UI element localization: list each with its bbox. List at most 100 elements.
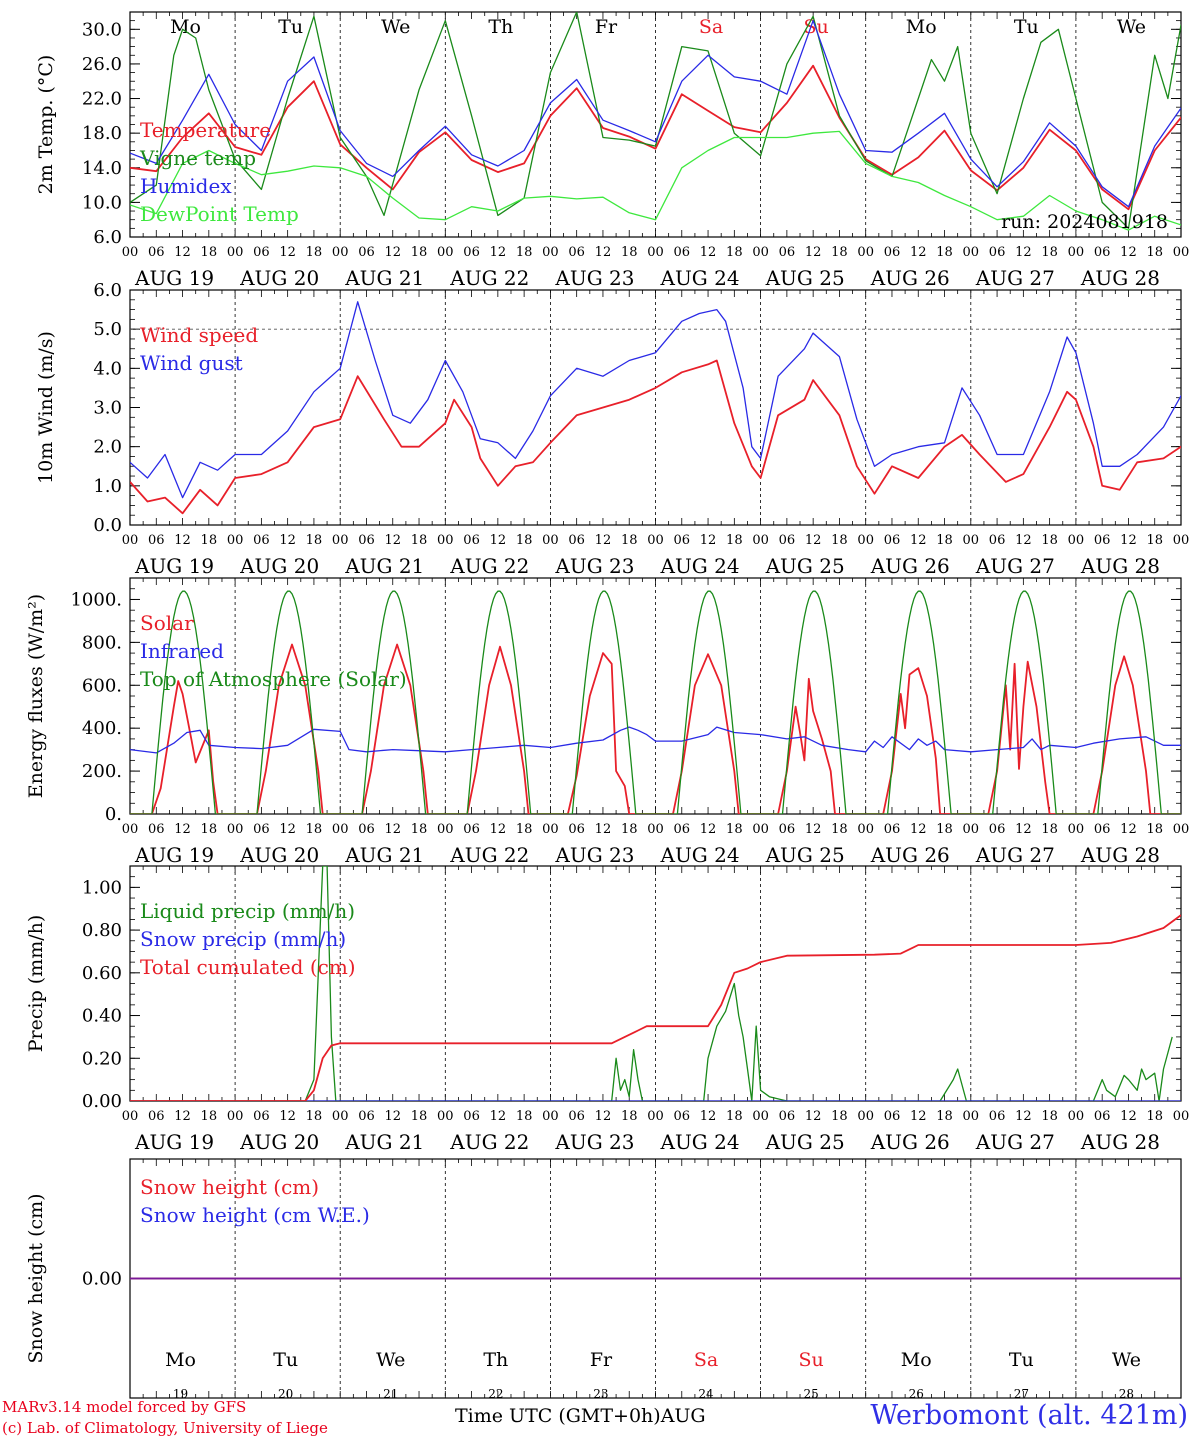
x-date-label: AUG 22 xyxy=(449,266,529,290)
x-date-label: AUG 26 xyxy=(870,843,950,867)
x-hour-label: 12 xyxy=(700,533,717,548)
x-hour-label: 18 xyxy=(1041,533,1058,548)
legend-entry: Liquid precip (mm/h) xyxy=(140,899,355,923)
x-date-label: AUG 28 xyxy=(1080,554,1160,578)
x-hour-label: 00 xyxy=(227,533,244,548)
weekday-label: We xyxy=(381,16,410,38)
x-hour-label: 12 xyxy=(1015,1109,1032,1124)
day-number: 25 xyxy=(804,1387,819,1401)
weekday-label: Mo xyxy=(170,16,201,38)
x-hour-label: 06 xyxy=(1094,245,1111,260)
x-hour-label: 06 xyxy=(989,533,1006,548)
day-number: 28 xyxy=(1119,1387,1134,1401)
x-hour-label: 06 xyxy=(358,533,375,548)
x-hour-label: 00 xyxy=(1173,822,1190,837)
x-hour-label: 00 xyxy=(122,533,139,548)
y-tick-label: 0.00 xyxy=(82,1269,122,1290)
x-date-label: AUG 26 xyxy=(870,1130,950,1154)
x-hour-label: 18 xyxy=(831,245,848,260)
x-hour-label: 12 xyxy=(805,1109,822,1124)
weekday-label: Tu xyxy=(1009,1349,1034,1371)
x-hour-label: 18 xyxy=(621,822,638,837)
x-hour-label: 12 xyxy=(279,533,296,548)
y-tick-label: 0.20 xyxy=(82,1048,122,1069)
x-hour-label: 18 xyxy=(1041,245,1058,260)
model-credit: MARv3.14 model forced by GFS xyxy=(2,1398,247,1416)
x-hour-label: 06 xyxy=(148,245,165,260)
series-line xyxy=(130,726,1181,754)
y-tick-label: 0. xyxy=(105,804,122,825)
x-hour-label: 06 xyxy=(568,1109,585,1124)
x-axis-title: Time UTC (GMT+0h)AUG xyxy=(455,1405,706,1427)
x-hour-label: 06 xyxy=(674,1109,691,1124)
x-hour-label: 06 xyxy=(1094,822,1111,837)
x-hour-label: 18 xyxy=(1041,822,1058,837)
legend-entry: Snow height (cm) xyxy=(140,1175,319,1199)
y-tick-label: 800. xyxy=(82,632,122,653)
x-date-label: AUG 24 xyxy=(660,843,740,867)
x-hour-label: 18 xyxy=(411,245,428,260)
x-hour-label: 00 xyxy=(332,245,349,260)
x-hour-label: 00 xyxy=(647,822,664,837)
y-tick-label: 6.0 xyxy=(93,227,122,248)
x-hour-label: 12 xyxy=(174,1109,191,1124)
x-hour-label: 12 xyxy=(174,245,191,260)
weekday-label: Sa xyxy=(694,1349,718,1371)
x-hour-label: 18 xyxy=(621,245,638,260)
x-hour-label: 00 xyxy=(437,533,454,548)
weekday-label: We xyxy=(1112,1349,1141,1371)
x-hour-label: 00 xyxy=(122,245,139,260)
day-number: 27 xyxy=(1014,1387,1029,1401)
x-hour-label: 18 xyxy=(201,533,218,548)
y-tick-label: 30.0 xyxy=(82,19,122,40)
x-hour-label: 00 xyxy=(227,822,244,837)
x-date-label: AUG 28 xyxy=(1080,843,1160,867)
y-tick-label: 4.0 xyxy=(93,358,122,379)
x-hour-label: 12 xyxy=(279,822,296,837)
x-hour-label: 18 xyxy=(516,822,533,837)
x-hour-label: 00 xyxy=(857,533,874,548)
x-hour-label: 00 xyxy=(332,822,349,837)
x-date-label: AUG 20 xyxy=(239,843,319,867)
x-hour-label: 12 xyxy=(279,1109,296,1124)
x-hour-label: 18 xyxy=(411,533,428,548)
x-hour-label: 06 xyxy=(253,1109,270,1124)
lab-credit: (c) Lab. of Climatology, University of L… xyxy=(2,1419,328,1437)
x-hour-label: 06 xyxy=(989,245,1006,260)
x-hour-label: 18 xyxy=(1146,533,1163,548)
x-hour-label: 06 xyxy=(148,822,165,837)
x-hour-label: 12 xyxy=(1015,533,1032,548)
x-hour-label: 06 xyxy=(148,533,165,548)
x-hour-label: 00 xyxy=(857,1109,874,1124)
x-hour-label: 06 xyxy=(674,822,691,837)
x-hour-label: 12 xyxy=(1120,533,1137,548)
x-hour-label: 12 xyxy=(1120,822,1137,837)
x-hour-label: 12 xyxy=(700,245,717,260)
weekday-label: Fr xyxy=(595,16,618,38)
weekday-label: Tu xyxy=(278,16,303,38)
x-hour-label: 12 xyxy=(384,822,401,837)
weekday-label: We xyxy=(1117,16,1146,38)
x-hour-label: 00 xyxy=(752,1109,769,1124)
x-hour-label: 06 xyxy=(674,533,691,548)
y-tick-label: 18.0 xyxy=(82,123,122,144)
series-line xyxy=(130,64,1181,211)
x-date-label: AUG 27 xyxy=(975,1130,1055,1154)
x-hour-label: 18 xyxy=(1146,822,1163,837)
legend-entry: Snow precip (mm/h) xyxy=(140,927,346,951)
x-hour-label: 00 xyxy=(1068,822,1085,837)
x-hour-label: 06 xyxy=(779,245,796,260)
x-hour-label: 00 xyxy=(963,1109,980,1124)
x-date-label: AUG 24 xyxy=(660,1130,740,1154)
x-hour-label: 00 xyxy=(752,822,769,837)
x-date-label: AUG 25 xyxy=(765,554,845,578)
x-hour-label: 00 xyxy=(1068,245,1085,260)
x-date-label: AUG 19 xyxy=(134,554,214,578)
day-number: 22 xyxy=(488,1387,503,1401)
x-date-label: AUG 24 xyxy=(660,266,740,290)
legend-entry: Snow height (cm W.E.) xyxy=(140,1203,370,1227)
x-hour-label: 18 xyxy=(306,533,323,548)
day-number: 26 xyxy=(909,1387,924,1401)
x-hour-label: 06 xyxy=(253,533,270,548)
y-tick-label: 0.60 xyxy=(82,963,122,984)
